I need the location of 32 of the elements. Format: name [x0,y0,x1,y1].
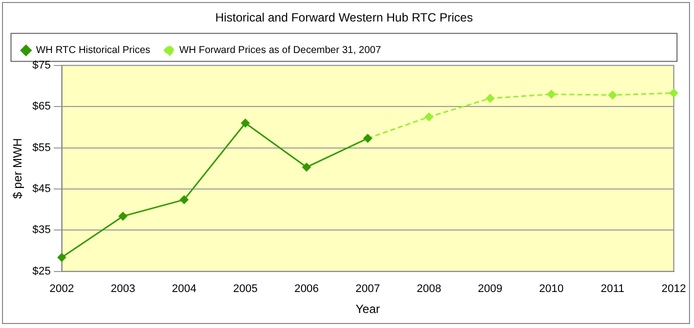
point [180,195,188,204]
x-tick-label: 2004 [172,283,196,296]
x-tick-label: 2010 [539,283,564,296]
y-tick-label: $35 [32,224,51,236]
x-tick-label: 2006 [294,283,319,296]
x-axis-title: Year [356,302,380,316]
y-tick-label: $25 [32,265,51,278]
x-tick-label: 2012 [662,283,686,296]
point [118,212,128,220]
x-tick-label: 2008 [416,283,442,296]
point [58,253,66,262]
point [608,90,617,100]
x-tick-label: 2003 [110,283,136,296]
legend-label: WH RTC Historical Prices [36,45,150,56]
y-tick-label: $45 [32,183,51,196]
x-tick-label: 2007 [356,283,380,296]
point [670,88,678,98]
y-tick-label: $55 [32,142,51,154]
x-tick-label: 2011 [600,283,624,296]
y-tick-label: $75 [32,59,51,72]
point [424,112,434,122]
point [547,90,556,98]
x-tick-label: 2002 [50,283,74,296]
legend-label: WH Forward Prices as of December 31, 2007 [179,45,382,56]
point [241,118,250,128]
x-tick-label: 2009 [478,283,502,296]
y-axis-title: $ per MWH [10,138,25,199]
x-tick-label: 2005 [233,283,258,296]
point [486,94,494,103]
y-tick-label: $65 [32,100,51,113]
chart-title: Historical and Forward Western Hub RTC Prices [215,10,473,25]
point [302,162,311,172]
